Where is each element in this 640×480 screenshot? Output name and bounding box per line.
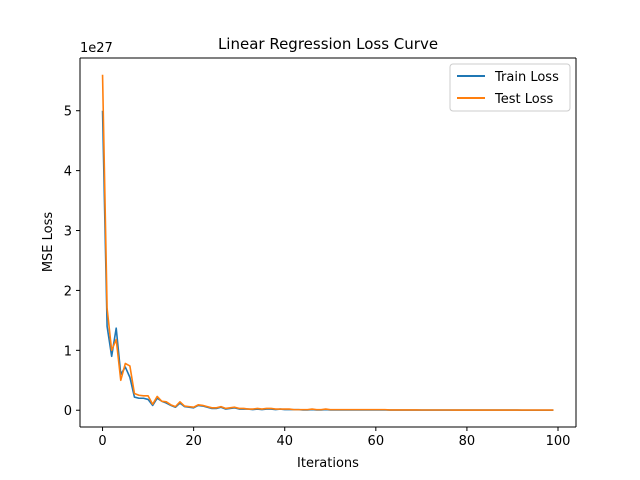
series-layer — [101, 74, 554, 411]
legend: Train Loss Test Loss — [449, 63, 571, 112]
plot-area — [80, 58, 576, 427]
y-tick-label: 4 — [64, 165, 72, 180]
x-axis-ticks: 0 20 40 60 80 100 — [98, 427, 570, 449]
series-line-test-loss — [101, 74, 554, 411]
x-tick-label: 0 — [98, 434, 106, 449]
x-tick-label: 40 — [276, 434, 293, 449]
x-axis-label: Iterations — [297, 456, 359, 471]
legend-label-test: Test Loss — [494, 92, 553, 107]
y-axis-label: MSE Loss — [41, 212, 56, 273]
axes-spines — [79, 57, 577, 428]
x-tick-label: 80 — [459, 434, 476, 449]
y-axis-ticks: 0 1 2 3 4 5 — [64, 105, 80, 419]
x-tick-label: 60 — [368, 434, 385, 449]
y-offset-label: 1e27 — [80, 41, 113, 56]
chart-title: Linear Regression Loss Curve — [218, 35, 438, 53]
legend-label-train: Train Loss — [494, 70, 559, 85]
y-tick-label: 3 — [64, 225, 72, 240]
y-tick-label: 0 — [64, 404, 72, 419]
x-tick-label: 100 — [546, 434, 571, 449]
x-tick-label: 20 — [185, 434, 202, 449]
y-tick-label: 5 — [64, 105, 72, 120]
y-tick-label: 2 — [64, 284, 72, 299]
y-tick-label: 1 — [64, 344, 72, 359]
